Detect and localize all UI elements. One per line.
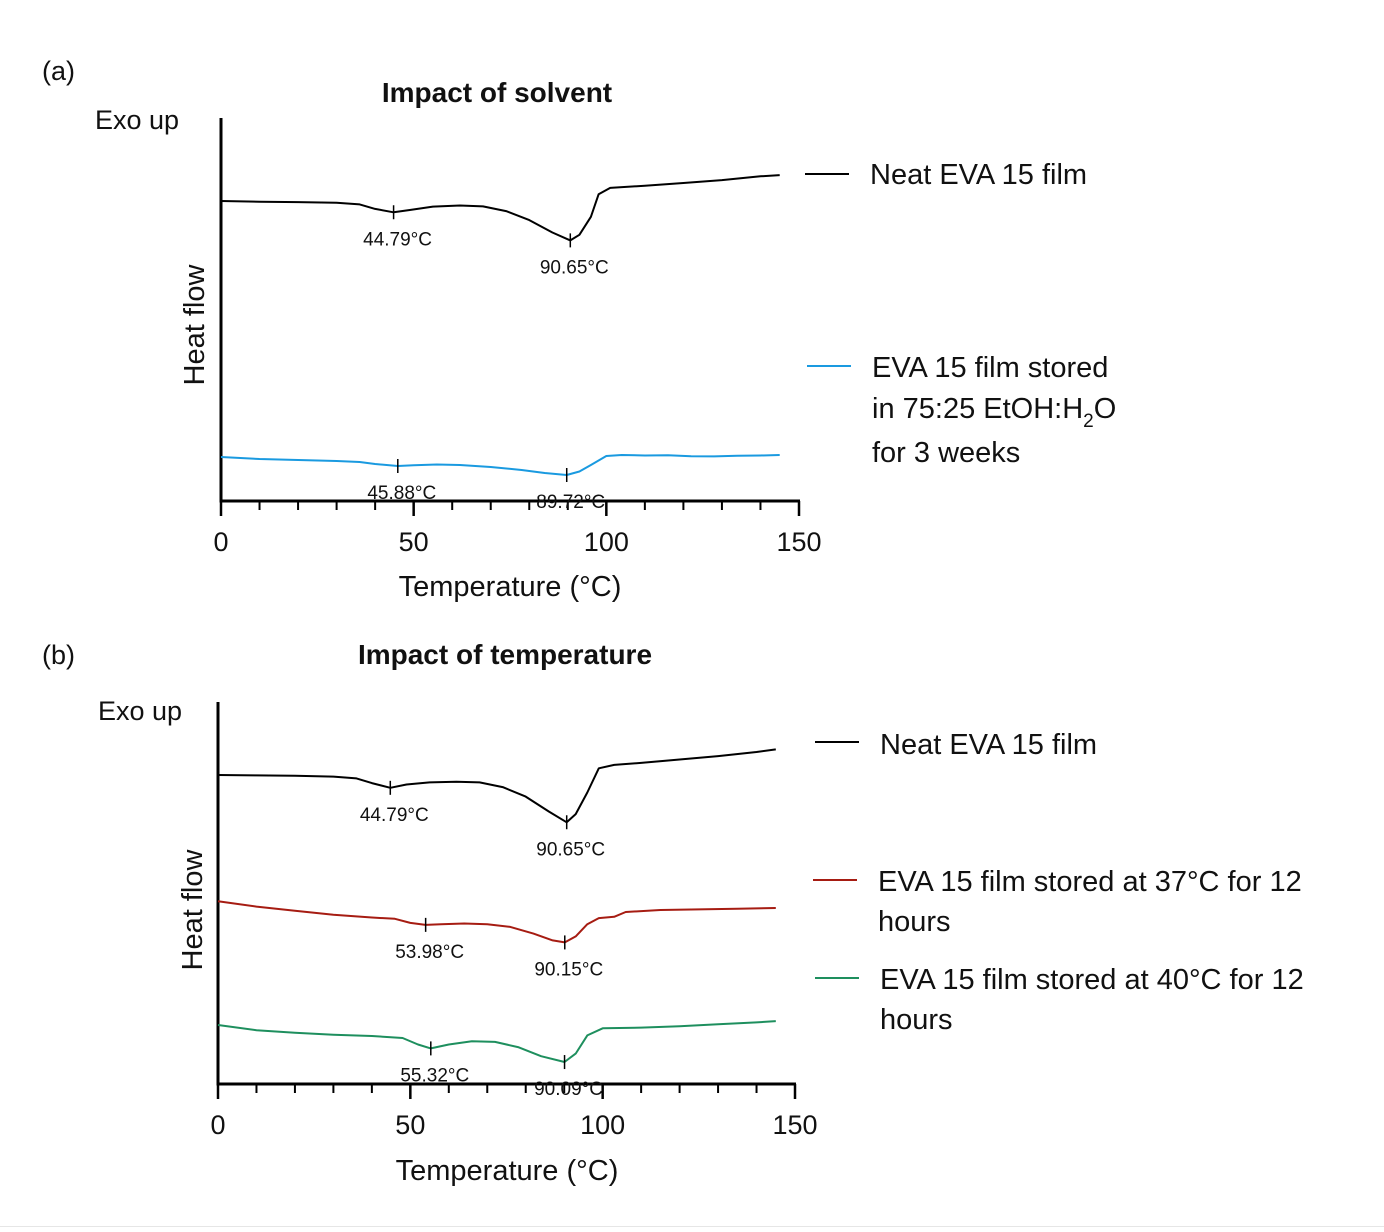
panel-a-annotations: 44.79°C 90.65°C 45.88°C 89.72°C (363, 205, 609, 513)
panel-b-annotations: 44.79°C 90.65°C 53.98°C 90.15°C 55.32°C 90.09… (360, 780, 605, 1100)
panel-b-traces (217, 748, 776, 1063)
peak-label: 90.65°C (540, 257, 609, 278)
panel-a-title: Impact of solvent (382, 77, 612, 108)
panel-a-legend: Neat EVA 15 film EVA 15 film stored in 7… (805, 159, 1116, 469)
panel-a-axes: 0 50 100 150 (213, 118, 822, 557)
legend-label: for 3 weeks (872, 437, 1020, 469)
x-tick-label: 0 (210, 1110, 225, 1140)
series-line (217, 748, 776, 824)
peak-label: 90.09°C (534, 1079, 603, 1100)
legend-label: EVA 15 film stored (872, 352, 1108, 384)
x-tick-label: 100 (584, 527, 629, 557)
peak-label: 44.79°C (360, 805, 429, 826)
peak-label: 90.15°C (534, 959, 603, 980)
panel-a-label: (a) (42, 56, 75, 86)
series-line (220, 454, 780, 476)
panel-b-title: Impact of temperature (358, 639, 652, 670)
legend-label: hours (878, 906, 951, 938)
x-tick-label: 100 (580, 1110, 625, 1140)
panel-a: (a) Impact of solvent Exo up Heat flow T… (42, 56, 1116, 603)
page-bottom-divider (0, 1226, 1384, 1227)
peak-label: 90.65°C (536, 839, 605, 860)
legend-item: Neat EVA 15 film (815, 729, 1097, 761)
panel-a-x-axis-label: Temperature (°C) (399, 571, 622, 603)
legend-item: EVA 15 film stored in 75:25 EtOH:H2O for… (807, 352, 1116, 469)
panel-b-legend: Neat EVA 15 film EVA 15 film stored at 3… (813, 729, 1304, 1036)
peak-label: 89.72°C (536, 492, 605, 513)
panel-a-traces (220, 174, 780, 476)
legend-subscript: 2 (1083, 411, 1094, 432)
peak-label: 44.79°C (363, 229, 432, 250)
series-line (220, 174, 780, 242)
legend-label: Neat EVA 15 film (880, 729, 1097, 761)
panel-b-label: (b) (42, 640, 75, 670)
legend-item: Neat EVA 15 film (805, 159, 1087, 191)
legend-label: hours (880, 1004, 953, 1036)
panel-a-exo-label: Exo up (95, 105, 179, 135)
legend-label: Neat EVA 15 film (870, 159, 1087, 191)
peak-label: 55.32°C (400, 1065, 469, 1086)
legend-label: in 75:25 EtOH:H2O (872, 393, 1116, 432)
x-tick-label: 50 (399, 527, 429, 557)
panel-b: (b) Impact of temperature Exo up Heat fl… (42, 639, 1304, 1187)
legend-label-part: O (1094, 393, 1117, 425)
panel-b-axes: 0 50 100 150 (210, 702, 818, 1140)
legend-item: EVA 15 film stored at 40°C for 12 hours (815, 964, 1304, 1036)
panel-b-y-axis-label: Heat flow (177, 849, 209, 971)
peak-label: 45.88°C (367, 483, 436, 504)
legend-label-part: in 75:25 EtOH:H (872, 393, 1083, 425)
x-tick-label: 150 (772, 1110, 817, 1140)
series-line (217, 1020, 776, 1063)
x-tick-label: 50 (395, 1110, 425, 1140)
legend-item: EVA 15 film stored at 37°C for 12 hours (813, 866, 1302, 938)
legend-label: EVA 15 film stored at 40°C for 12 (880, 964, 1304, 996)
x-tick-label: 150 (776, 527, 821, 557)
panel-b-x-axis-label: Temperature (°C) (396, 1155, 619, 1187)
panel-b-exo-label: Exo up (98, 696, 182, 726)
peak-label: 53.98°C (395, 942, 464, 963)
series-line (217, 900, 776, 944)
legend-label: EVA 15 film stored at 37°C for 12 (878, 866, 1302, 898)
panel-a-y-axis-label: Heat flow (179, 264, 211, 386)
x-tick-label: 0 (213, 527, 228, 557)
